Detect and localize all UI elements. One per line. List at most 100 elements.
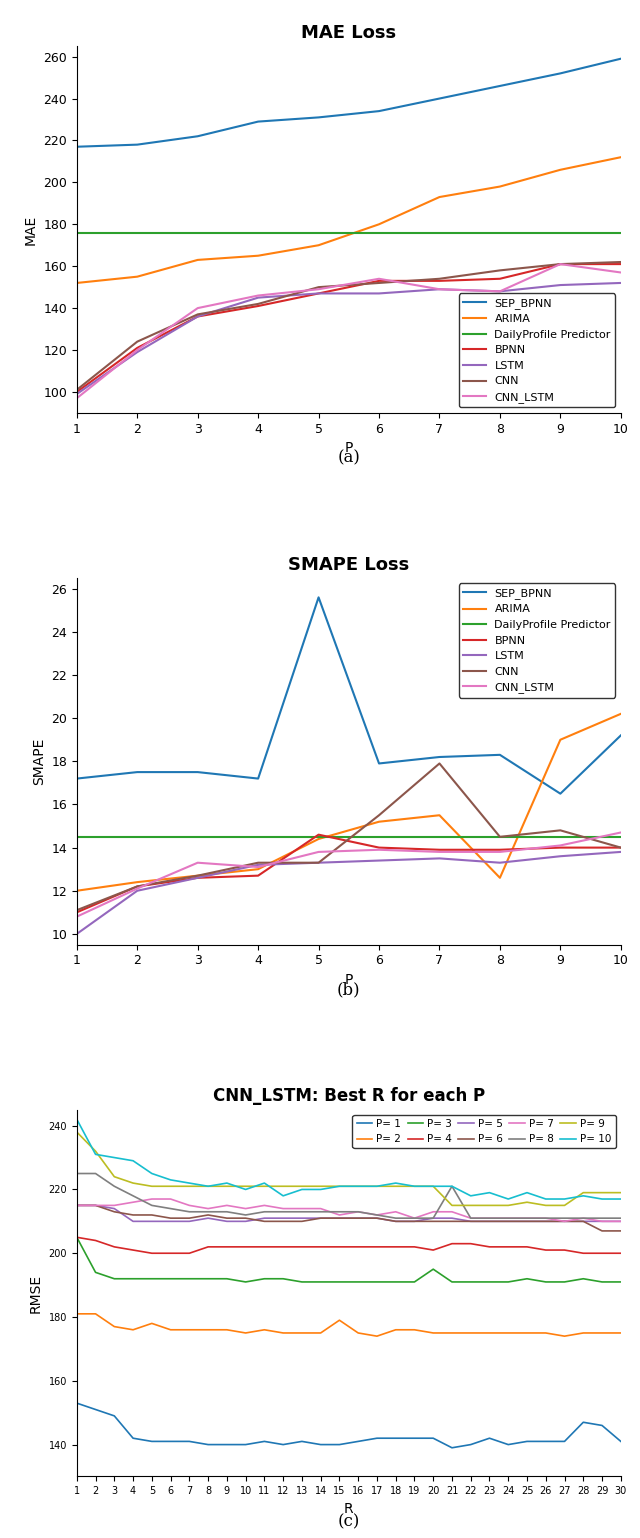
P= 3 (260, 1269, 268, 1287)
ARIMA (496, 177, 504, 195)
P= 1 (504, 1435, 512, 1453)
P= 5 (298, 1209, 306, 1227)
LSTM (496, 854, 504, 872)
BPNN (436, 272, 444, 291)
SEP_BPNN (496, 77, 504, 95)
DailyProfile Predictor (617, 223, 625, 241)
SEP_BPNN (254, 769, 262, 787)
P= 9 (242, 1177, 250, 1195)
CNN (254, 854, 262, 872)
P= 3 (579, 1269, 587, 1287)
P= 9 (260, 1177, 268, 1195)
CNN (375, 806, 383, 824)
SEP_BPNN (375, 754, 383, 772)
P= 4 (598, 1244, 606, 1263)
P= 10 (598, 1190, 606, 1209)
Text: (a): (a) (337, 449, 360, 466)
P= 7 (204, 1200, 212, 1218)
P= 9 (73, 1123, 81, 1141)
CNN_LSTM (254, 286, 262, 305)
P= 8 (617, 1209, 625, 1227)
BPNN (73, 383, 81, 401)
P= 7 (111, 1197, 118, 1215)
CNN_LSTM (557, 837, 564, 855)
P= 4 (242, 1238, 250, 1257)
LSTM (133, 881, 141, 900)
P= 1 (260, 1432, 268, 1450)
P= 10 (111, 1149, 118, 1167)
LSTM (617, 274, 625, 292)
DailyProfile Predictor (73, 827, 81, 846)
P= 6 (260, 1212, 268, 1230)
P= 10 (204, 1177, 212, 1195)
SEP_BPNN (375, 102, 383, 120)
P= 8 (504, 1209, 512, 1227)
Line: P= 8: P= 8 (77, 1173, 621, 1218)
P= 3 (298, 1273, 306, 1292)
LSTM (375, 852, 383, 871)
P= 9 (279, 1177, 287, 1195)
P= 8 (523, 1209, 531, 1227)
P= 6 (186, 1209, 193, 1227)
P= 3 (167, 1269, 175, 1287)
BPNN (375, 272, 383, 291)
BPNN (496, 269, 504, 288)
LSTM (194, 869, 202, 887)
P= 10 (617, 1190, 625, 1209)
Line: P= 3: P= 3 (77, 1237, 621, 1283)
P= 3 (111, 1269, 118, 1287)
P= 2 (486, 1324, 493, 1343)
CNN (73, 380, 81, 398)
P= 10 (542, 1190, 550, 1209)
P= 6 (223, 1209, 230, 1227)
P= 2 (223, 1321, 230, 1340)
P= 6 (504, 1212, 512, 1230)
BPNN (254, 297, 262, 315)
LSTM (496, 281, 504, 300)
CNN (496, 261, 504, 280)
P= 4 (355, 1238, 362, 1257)
BPNN (617, 255, 625, 274)
DailyProfile Predictor (375, 223, 383, 241)
P= 10 (223, 1173, 230, 1192)
SEP_BPNN (133, 135, 141, 154)
P= 4 (317, 1238, 324, 1257)
P= 7 (392, 1203, 399, 1221)
CNN_LSTM (194, 298, 202, 317)
P= 2 (317, 1324, 324, 1343)
BPNN (194, 308, 202, 326)
P= 3 (223, 1269, 230, 1287)
P= 2 (92, 1304, 99, 1323)
P= 5 (167, 1212, 175, 1230)
CNN (436, 754, 444, 772)
DailyProfile Predictor (254, 223, 262, 241)
P= 3 (186, 1269, 193, 1287)
P= 2 (429, 1324, 437, 1343)
P= 8 (355, 1203, 362, 1221)
P= 5 (617, 1212, 625, 1230)
P= 9 (542, 1197, 550, 1215)
P= 8 (111, 1177, 118, 1195)
P= 6 (111, 1203, 118, 1221)
Title: SMAPE Loss: SMAPE Loss (288, 555, 410, 574)
P= 5 (111, 1200, 118, 1218)
P= 4 (542, 1241, 550, 1260)
Line: P= 4: P= 4 (77, 1237, 621, 1253)
P= 9 (92, 1141, 99, 1160)
BPNN (436, 841, 444, 860)
P= 4 (448, 1235, 456, 1253)
CNN_LSTM (617, 823, 625, 841)
P= 1 (542, 1432, 550, 1450)
P= 5 (242, 1212, 250, 1230)
P= 1 (486, 1429, 493, 1447)
P= 9 (317, 1177, 324, 1195)
P= 1 (279, 1435, 287, 1453)
P= 3 (129, 1269, 137, 1287)
P= 7 (579, 1209, 587, 1227)
ARIMA (254, 860, 262, 878)
SEP_BPNN (73, 769, 81, 787)
P= 4 (298, 1238, 306, 1257)
P= 6 (411, 1212, 419, 1230)
P= 10 (411, 1177, 419, 1195)
P= 6 (561, 1212, 568, 1230)
